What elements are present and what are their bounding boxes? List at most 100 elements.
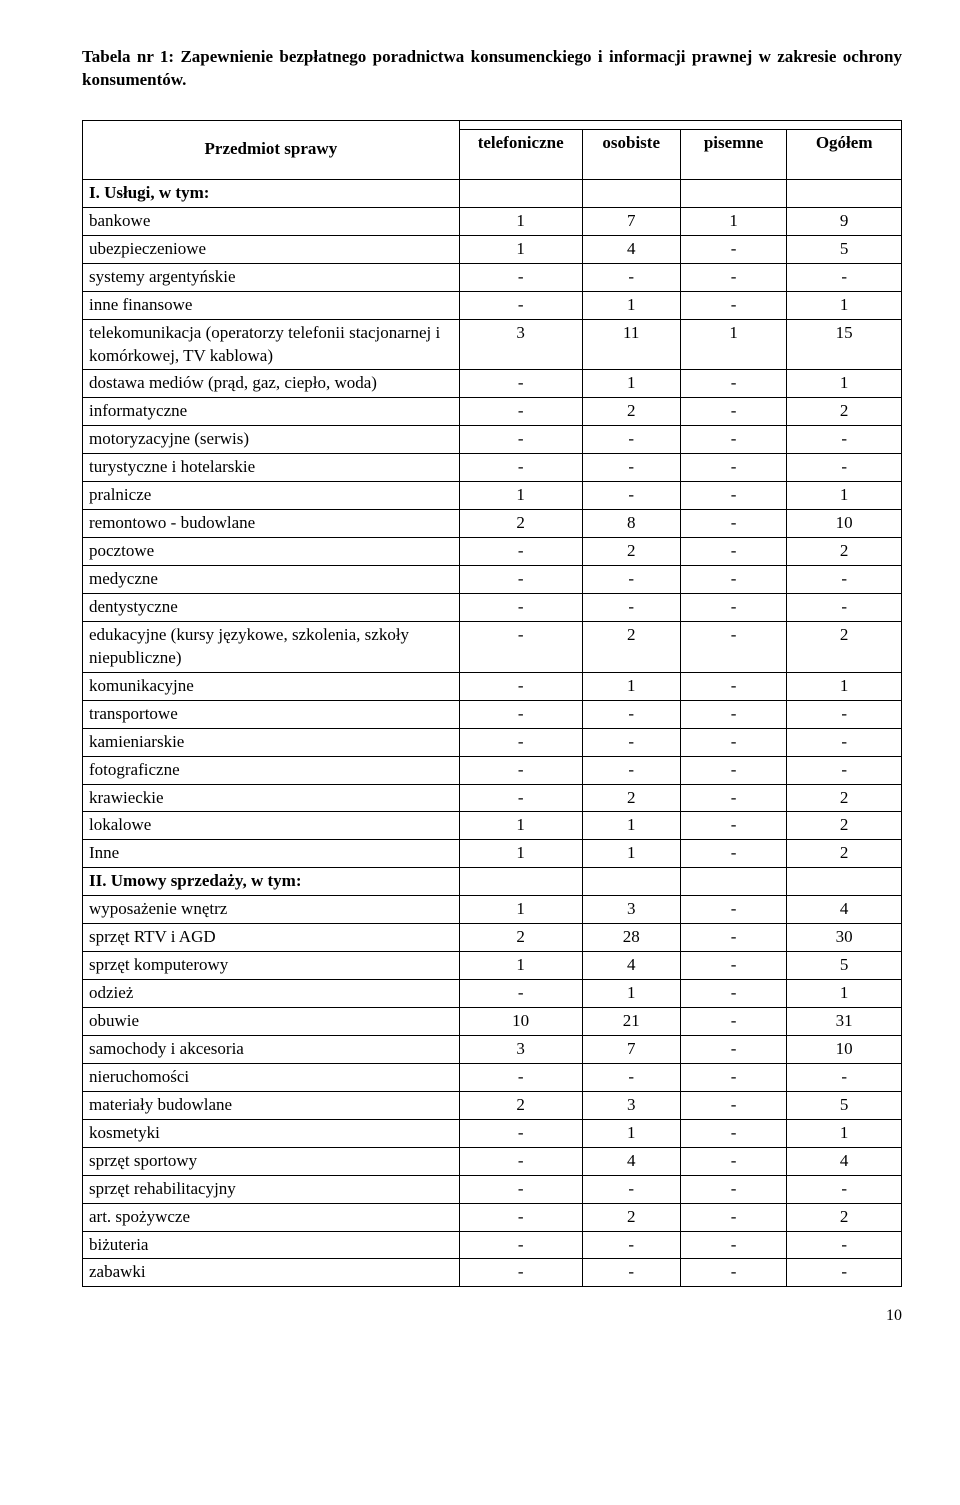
row-value: - (680, 1203, 786, 1231)
table-row: sprzęt RTV i AGD228-30 (83, 924, 902, 952)
row-value: - (787, 426, 902, 454)
table-row: bankowe1719 (83, 207, 902, 235)
table-row: odzież-1-1 (83, 980, 902, 1008)
col-header-3: Ogółem (787, 129, 902, 179)
row-label: Inne (83, 840, 460, 868)
row-value: - (680, 980, 786, 1008)
row-value: - (787, 454, 902, 482)
row-label: edukacyjne (kursy językowe, szkolenia, s… (83, 621, 460, 672)
row-label: sprzęt sportowy (83, 1147, 460, 1175)
row-label: pralnicze (83, 482, 460, 510)
row-value: - (459, 426, 582, 454)
row-value: 2 (459, 510, 582, 538)
row-value: 4 (787, 1147, 902, 1175)
row-value: - (680, 728, 786, 756)
row-value: - (459, 291, 582, 319)
table-row: telekomunikacja (operatorzy telefonii st… (83, 319, 902, 370)
table-row: komunikacyjne-1-1 (83, 672, 902, 700)
row-label: pocztowe (83, 538, 460, 566)
row-value (459, 179, 582, 207)
row-value: 1 (459, 207, 582, 235)
table-row: edukacyjne (kursy językowe, szkolenia, s… (83, 621, 902, 672)
row-value: - (459, 1147, 582, 1175)
row-value: 3 (459, 319, 582, 370)
row-label: kamieniarskie (83, 728, 460, 756)
row-value: 2 (787, 621, 902, 672)
row-value: - (787, 1231, 902, 1259)
table-row: transportowe---- (83, 700, 902, 728)
table-row: fotograficzne---- (83, 756, 902, 784)
row-value: 1 (582, 812, 680, 840)
row-value: - (787, 263, 902, 291)
row-value (582, 179, 680, 207)
row-value: 1 (582, 840, 680, 868)
row-value: - (680, 756, 786, 784)
row-value: - (680, 538, 786, 566)
table-row: pralnicze1--1 (83, 482, 902, 510)
row-value: - (787, 1175, 902, 1203)
row-value: - (680, 370, 786, 398)
table-row: obuwie1021-31 (83, 1008, 902, 1036)
row-value: - (787, 593, 902, 621)
table-title: Tabela nr 1: Zapewnienie bezpłatnego por… (82, 46, 902, 92)
row-label: komunikacyjne (83, 672, 460, 700)
table-row: Inne11-2 (83, 840, 902, 868)
table-row: kosmetyki-1-1 (83, 1119, 902, 1147)
row-label: I. Usługi, w tym: (83, 179, 460, 207)
row-value: 1 (459, 952, 582, 980)
table-row: turystyczne i hotelarskie---- (83, 454, 902, 482)
row-value: 2 (582, 1203, 680, 1231)
col-header-1: osobiste (582, 129, 680, 179)
row-label: biżuteria (83, 1231, 460, 1259)
table-row: sprzęt rehabilitacyjny---- (83, 1175, 902, 1203)
row-label: art. spożywcze (83, 1203, 460, 1231)
row-value: - (459, 1119, 582, 1147)
row-label: sprzęt rehabilitacyjny (83, 1175, 460, 1203)
table-row: informatyczne-2-2 (83, 398, 902, 426)
row-value: - (787, 756, 902, 784)
row-value: 2 (787, 1203, 902, 1231)
table-row: dostawa mediów (prąd, gaz, ciepło, woda)… (83, 370, 902, 398)
row-value: - (787, 700, 902, 728)
row-label: sprzęt RTV i AGD (83, 924, 460, 952)
row-value: - (459, 728, 582, 756)
row-value: 2 (582, 538, 680, 566)
table-row: materiały budowlane23-5 (83, 1091, 902, 1119)
row-value: 1 (582, 980, 680, 1008)
row-value: - (582, 566, 680, 594)
row-value: 1 (787, 672, 902, 700)
table-row: motoryzacyjne (serwis)---- (83, 426, 902, 454)
row-value: 2 (582, 621, 680, 672)
row-value: 2 (787, 538, 902, 566)
row-value: 3 (582, 896, 680, 924)
row-value: 4 (582, 235, 680, 263)
row-label: zabawki (83, 1259, 460, 1287)
row-value: - (680, 482, 786, 510)
row-label: motoryzacyjne (serwis) (83, 426, 460, 454)
row-label: fotograficzne (83, 756, 460, 784)
row-value: 1 (459, 840, 582, 868)
page-number: 10 (82, 1305, 902, 1327)
row-value: 1 (787, 370, 902, 398)
row-value: - (459, 370, 582, 398)
row-label: telekomunikacja (operatorzy telefonii st… (83, 319, 460, 370)
row-label: systemy argentyńskie (83, 263, 460, 291)
row-value: - (582, 728, 680, 756)
table-row: krawieckie-2-2 (83, 784, 902, 812)
row-value: - (680, 398, 786, 426)
table-row: art. spożywcze-2-2 (83, 1203, 902, 1231)
row-value: - (459, 1259, 582, 1287)
row-value: - (459, 1063, 582, 1091)
table-row: zabawki---- (83, 1259, 902, 1287)
table-row: ubezpieczeniowe14-5 (83, 235, 902, 263)
row-value: - (787, 728, 902, 756)
row-value: - (680, 952, 786, 980)
row-value (459, 868, 582, 896)
row-value: 5 (787, 1091, 902, 1119)
row-value: 10 (787, 1035, 902, 1063)
row-value: - (680, 840, 786, 868)
row-value: - (459, 593, 582, 621)
row-value: 4 (582, 1147, 680, 1175)
table-row: II. Umowy sprzedaży, w tym: (83, 868, 902, 896)
row-value: 1 (459, 482, 582, 510)
